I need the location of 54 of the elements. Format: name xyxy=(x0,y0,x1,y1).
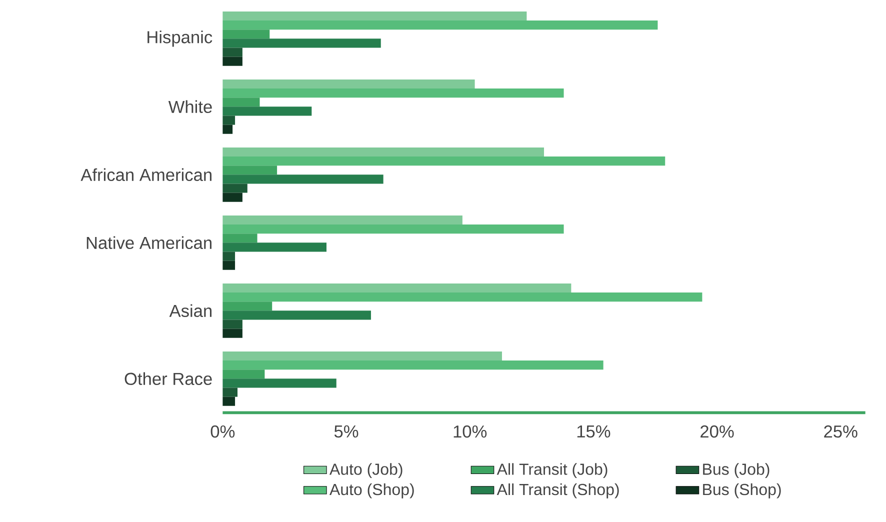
bar xyxy=(222,106,312,116)
legend-label: Bus (Shop) xyxy=(703,483,781,498)
bar xyxy=(222,156,666,166)
legend-label: All Transit (Job) xyxy=(496,463,608,478)
legend-label: All Transit (Shop) xyxy=(496,483,619,498)
bar xyxy=(222,292,702,302)
bar xyxy=(222,174,384,184)
bar xyxy=(222,192,242,202)
y-tick-label: African American xyxy=(80,168,212,182)
legend-label: Auto (Job) xyxy=(329,463,402,478)
bar xyxy=(222,56,242,66)
bar xyxy=(222,98,260,107)
bar xyxy=(222,116,236,125)
bar xyxy=(222,11,527,21)
x-tick-label: 20% xyxy=(700,425,734,438)
y-tick-label: White xyxy=(168,100,212,114)
bar xyxy=(222,215,462,225)
bar xyxy=(222,20,658,30)
bar xyxy=(222,396,236,406)
bar xyxy=(222,166,278,175)
bar xyxy=(222,88,564,98)
y-tick-label: Other Race xyxy=(124,372,212,386)
bar xyxy=(222,302,272,311)
bar xyxy=(222,328,242,338)
x-tick-label: 15% xyxy=(577,425,610,438)
bar xyxy=(222,260,236,270)
bar xyxy=(222,310,371,320)
bar xyxy=(222,147,544,157)
bar xyxy=(222,360,604,370)
bar xyxy=(222,351,502,361)
x-tick-label: 0% xyxy=(210,425,235,438)
y-tick-label: Hispanic xyxy=(148,30,212,47)
x-tick-label: 5% xyxy=(334,425,358,438)
bar xyxy=(222,234,258,243)
bar xyxy=(222,124,233,134)
bar xyxy=(222,378,336,388)
bar xyxy=(222,48,242,57)
bar xyxy=(222,252,236,261)
legend-label: Bus (Job) xyxy=(703,463,770,478)
bar xyxy=(222,283,572,293)
bar xyxy=(222,370,265,379)
y-tick-label: Native American xyxy=(86,236,212,250)
legend-label: Auto (Shop) xyxy=(329,483,414,498)
bar xyxy=(222,184,248,193)
x-tick-label: 25% xyxy=(824,425,858,438)
y-tick-label: Asian xyxy=(169,304,212,318)
bar xyxy=(222,320,242,329)
bar xyxy=(222,224,564,234)
bar xyxy=(222,388,238,397)
bar xyxy=(222,38,381,48)
bar xyxy=(222,79,475,89)
bar xyxy=(222,30,270,39)
bar xyxy=(222,242,326,252)
x-tick-label: 10% xyxy=(454,425,487,438)
